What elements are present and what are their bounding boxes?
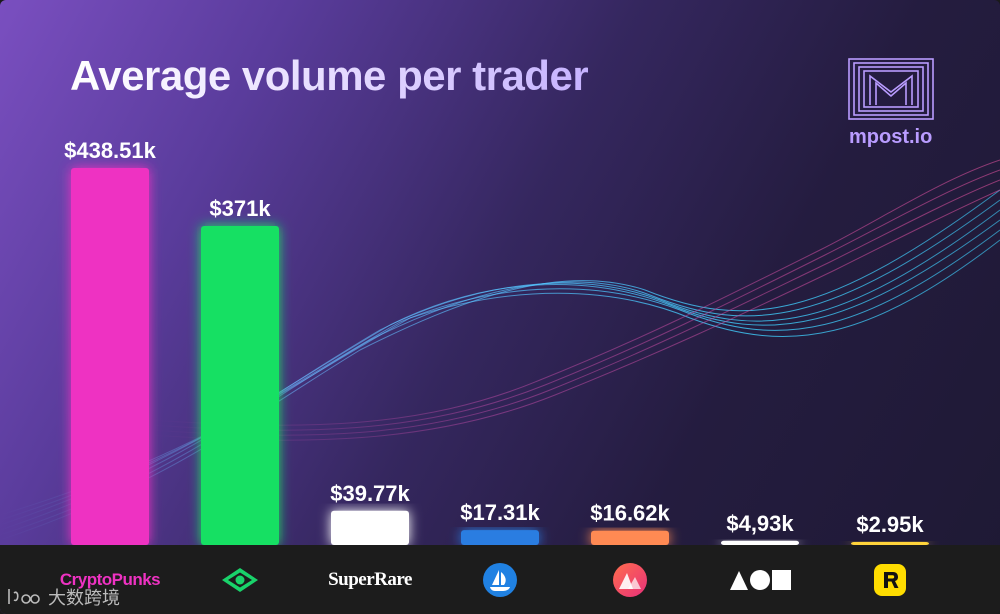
bar-value-label-6: $4,93k: [726, 511, 794, 536]
watermark-text: 大数跨境: [48, 588, 120, 608]
eye-diamond-icon: [200, 545, 280, 614]
bar-value-label-2: $371k: [209, 196, 271, 221]
bar-2: [201, 226, 279, 545]
bar-1: [71, 168, 149, 545]
chart-title: Average volume per trader: [70, 52, 589, 99]
mountains-circle-icon: [590, 545, 670, 614]
bar-value-label-3: $39.77k: [330, 481, 410, 506]
watermark: 大数跨境: [6, 584, 120, 610]
opensea-ship-icon: [460, 545, 540, 614]
bar-4: [461, 530, 539, 545]
bar-value-label-4: $17.31k: [460, 500, 540, 525]
bar-6: [721, 540, 799, 545]
cryptopunks-logo: CryptoPunks: [59, 569, 161, 589]
bar-3: [331, 510, 409, 545]
bar-value-label-5: $16.62k: [590, 501, 670, 526]
bar-value-label-7: $2.95k: [856, 512, 924, 537]
brand-name: mpost.io: [849, 126, 933, 148]
rarible-r-icon: [850, 545, 930, 614]
bar-7: [851, 542, 929, 545]
bar-value-label-1: $438.51k: [64, 138, 157, 163]
superrare-logo: SuperRare: [328, 568, 412, 590]
triangle-circle-square-icon: [720, 545, 800, 614]
watermark-logo-icon: [8, 589, 40, 604]
mpost-logo-icon: [848, 58, 934, 120]
bar-5: [591, 530, 669, 545]
platform-logos-footer: CryptoPunks SuperRare: [0, 545, 1000, 614]
